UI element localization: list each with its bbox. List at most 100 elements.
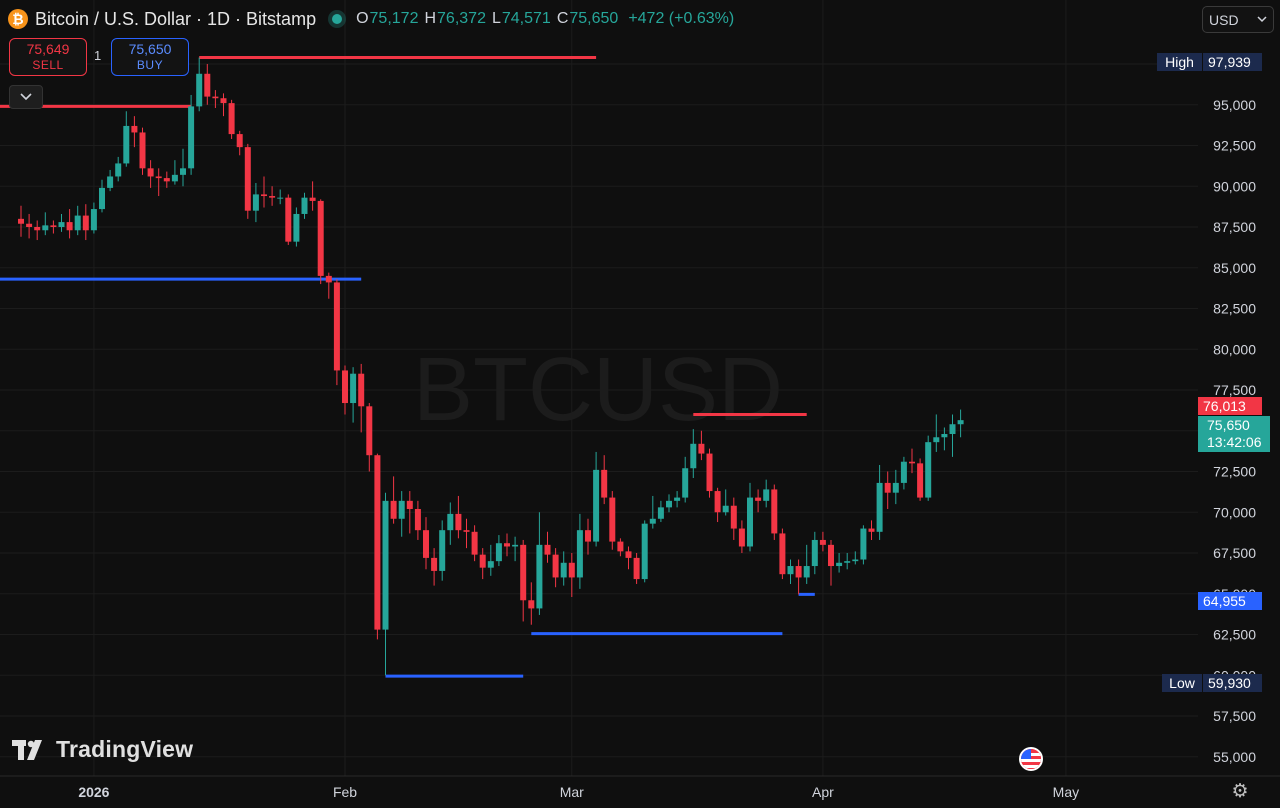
candle	[236, 130, 243, 156]
candle-body	[803, 566, 810, 578]
candle	[771, 484, 778, 540]
candle	[358, 363, 365, 433]
candle-body	[18, 218, 24, 224]
order-quantity[interactable]: 1	[94, 48, 102, 63]
candle-body	[309, 197, 316, 201]
candle	[42, 212, 49, 236]
collapse-legend-button[interactable]	[9, 85, 43, 109]
candle	[609, 491, 616, 550]
gear-icon[interactable]: ⚙	[1231, 781, 1249, 802]
candle	[180, 148, 186, 187]
candle	[447, 502, 454, 545]
candle-body	[771, 489, 778, 534]
price-tick-label: 72,500	[1213, 464, 1256, 480]
buy-price: 75,650	[128, 41, 172, 57]
sell-button[interactable]: 75,649 SELL	[9, 38, 87, 76]
candle-body	[585, 530, 591, 542]
candle-body	[957, 420, 964, 425]
candle	[58, 213, 65, 232]
last-price-tag: 75,650 13:42:06	[1198, 416, 1270, 452]
market-status-icon[interactable]	[332, 14, 343, 24]
candle-body	[414, 508, 421, 531]
candle-body	[706, 453, 713, 492]
time-tick-label: May	[1053, 784, 1079, 800]
candle-body	[576, 530, 583, 578]
candle	[795, 559, 802, 595]
candle-body	[342, 370, 348, 404]
candle-body	[204, 73, 211, 97]
chart-grid	[0, 0, 1280, 777]
candle	[819, 531, 826, 552]
candle-body	[131, 125, 138, 133]
candle-body	[228, 103, 235, 135]
candle	[463, 518, 470, 549]
sell-price: 75,649	[26, 41, 70, 57]
time-tick-label: Apr	[812, 784, 834, 800]
candle-body	[99, 187, 105, 210]
candle	[455, 495, 462, 539]
candle	[860, 525, 867, 565]
candle	[544, 531, 551, 563]
candle-body	[787, 566, 794, 575]
candle	[884, 471, 891, 509]
candle	[666, 494, 672, 513]
candle	[706, 448, 713, 498]
candle-body	[520, 544, 527, 601]
candle-body	[171, 174, 178, 182]
candle-body	[730, 505, 737, 529]
price-tick-label: 85,000	[1213, 260, 1256, 276]
candle	[439, 520, 446, 581]
price-tick-label: 55,000	[1213, 749, 1256, 765]
candle-body	[406, 500, 413, 509]
candle	[917, 458, 924, 501]
candle	[828, 539, 834, 586]
candle-body	[34, 227, 41, 231]
candle-body	[366, 406, 373, 456]
candle	[552, 548, 559, 588]
candle	[277, 189, 284, 205]
candle	[269, 186, 276, 206]
candle	[147, 160, 154, 188]
candle	[252, 182, 259, 223]
price-tick-label: 95,000	[1213, 97, 1256, 113]
candle-body	[471, 531, 478, 555]
candle-body	[884, 482, 891, 493]
price-tick-label: 77,500	[1213, 382, 1256, 398]
sell-label: SELL	[32, 58, 64, 72]
open-value: 75,172	[369, 10, 419, 27]
candle-body	[641, 523, 648, 580]
candle-body	[819, 539, 826, 545]
candle	[690, 429, 697, 479]
candle-body	[876, 482, 883, 532]
candle-body	[293, 213, 300, 242]
candle-body	[479, 554, 486, 568]
buy-button[interactable]: 75,650 BUY	[111, 38, 189, 76]
candle-body	[317, 200, 324, 276]
candle	[957, 409, 964, 438]
currency-select[interactable]: USD	[1202, 6, 1274, 33]
candle-body	[512, 544, 519, 547]
tradingview-logo[interactable]: TradingView	[12, 736, 193, 763]
resistance-price-tag: 76,013	[1198, 397, 1262, 415]
candle-body	[439, 530, 446, 571]
candle	[342, 365, 348, 415]
candle-body	[625, 551, 632, 558]
candle	[520, 539, 527, 622]
candle-body	[155, 176, 162, 179]
candle-body	[633, 557, 640, 580]
candle-body	[504, 543, 510, 547]
bitcoin-icon[interactable]: ₿	[8, 9, 28, 29]
us-market-flag-icon[interactable]	[1019, 747, 1043, 771]
candle-body	[560, 562, 567, 578]
candle	[787, 559, 794, 584]
candle-body	[682, 468, 689, 498]
candle-body	[325, 275, 332, 283]
candle-body	[860, 528, 867, 560]
symbol-title[interactable]: Bitcoin / U.S. Dollar · 1D · Bitstamp	[35, 8, 317, 29]
candle	[123, 111, 130, 167]
candle	[414, 500, 421, 540]
candle	[366, 403, 373, 472]
candle	[512, 536, 519, 562]
ohlc-close: C75,650	[557, 10, 619, 28]
